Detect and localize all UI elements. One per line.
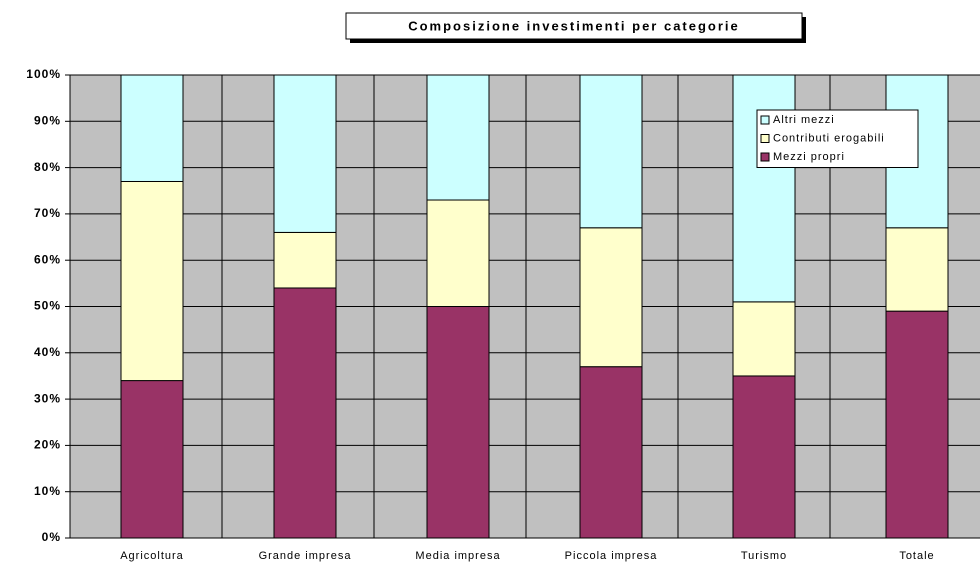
bar-segment <box>120 74 184 182</box>
bar-segment <box>120 380 184 539</box>
legend: Altri mezzi Contributi erogabili Mezzi pro… <box>756 109 919 168</box>
y-tick-label: 90% <box>34 113 61 127</box>
legend-label: Contributi erogabili <box>773 132 885 144</box>
bar-segment <box>426 306 490 539</box>
bar-segment <box>579 74 643 229</box>
bar-segment <box>426 199 490 307</box>
bar-segment <box>120 180 184 382</box>
bar-segment <box>732 301 796 377</box>
grid <box>65 74 980 539</box>
y-tick-label: 20% <box>34 438 61 452</box>
bar-segment <box>885 310 949 539</box>
legend-swatch <box>760 152 770 162</box>
x-tick-label: Piccola impresa <box>565 550 658 562</box>
bar-segment <box>732 375 796 539</box>
legend-label: Mezzi propri <box>773 151 845 163</box>
bar-segment <box>579 227 643 368</box>
legend-swatch <box>760 134 770 143</box>
legend-label: Altri mezzi <box>773 114 835 126</box>
legend-box <box>756 109 919 168</box>
bar-segment <box>273 287 337 539</box>
x-tick-label: Grande impresa <box>259 550 352 562</box>
bar-segment <box>273 231 337 289</box>
y-tick-label: 100% <box>26 67 61 81</box>
y-tick-label: 40% <box>34 345 61 359</box>
y-tick-label: 60% <box>34 252 61 266</box>
labels: 0% 10% 20% 30% 40% 50% 60% 70% 80% 90% 100% Agricol… <box>26 67 934 562</box>
y-tick-label: 70% <box>34 206 61 220</box>
x-tick-label: Turismo <box>741 550 787 562</box>
y-tick-label: 0% <box>42 530 61 544</box>
y-tick-label: 10% <box>34 484 61 498</box>
bars <box>120 74 949 539</box>
bar-segment <box>426 74 490 201</box>
bar-segment <box>885 227 949 312</box>
title-box <box>345 12 803 40</box>
bar-segment <box>732 74 796 303</box>
legend-swatch <box>760 115 770 125</box>
y-tick-label: 50% <box>34 299 61 313</box>
x-tick-label: Totale <box>899 550 934 562</box>
chart-title: Composizione investimenti per categorie <box>408 18 740 33</box>
x-tick-label: Media impresa <box>415 550 500 562</box>
bar-segment <box>273 74 337 233</box>
y-tick-label: 30% <box>34 391 61 405</box>
bar-segment <box>579 366 643 539</box>
y-tick-label: 80% <box>34 160 61 174</box>
x-tick-label: Agricoltura <box>120 550 184 562</box>
